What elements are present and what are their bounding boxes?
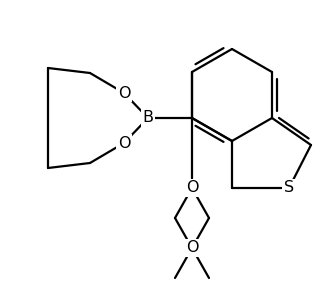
Text: O: O: [118, 135, 130, 150]
Text: O: O: [186, 181, 198, 196]
Text: S: S: [284, 181, 294, 196]
Text: B: B: [143, 111, 154, 125]
Text: O: O: [186, 240, 198, 255]
Text: O: O: [118, 86, 130, 101]
